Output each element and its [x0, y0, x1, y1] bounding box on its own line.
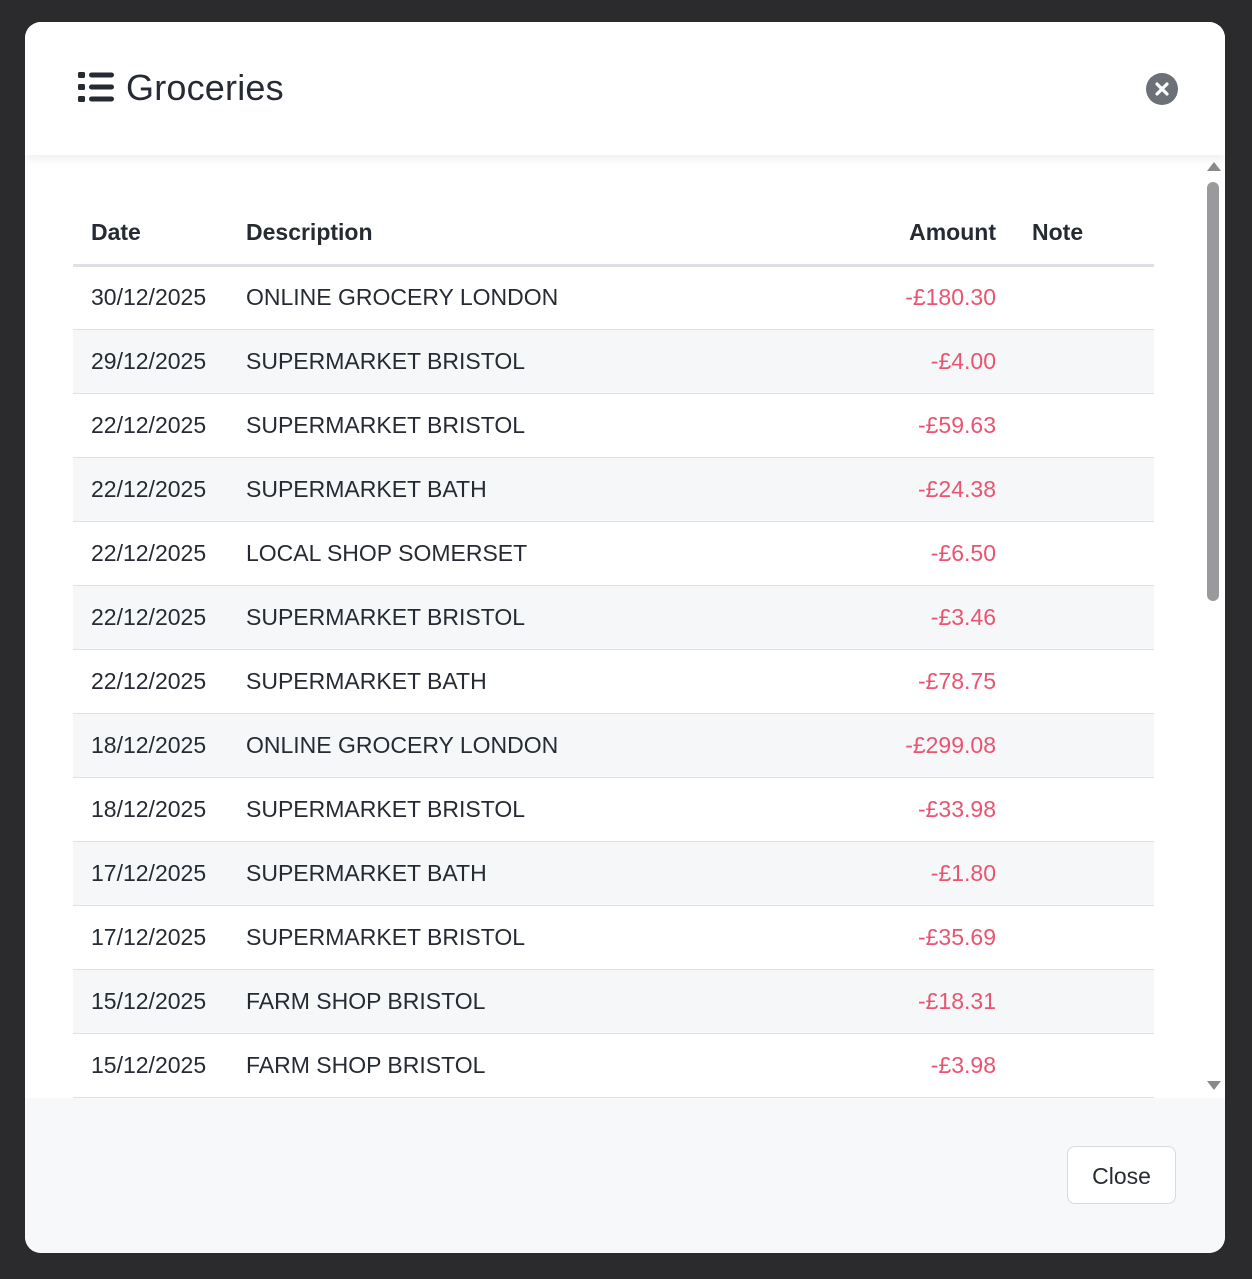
- scroll-up-arrow-icon[interactable]: [1207, 162, 1221, 171]
- amount-cell: -£33.98: [838, 777, 1014, 842]
- description-cell: SUPERMARKET BATH: [228, 457, 838, 522]
- date-cell: 29/12/2025: [73, 329, 228, 394]
- date-cell: 18/12/2025: [73, 713, 228, 778]
- transactions-table: Date Description Amount Note 30/12/2025 …: [73, 201, 1154, 1098]
- amount-cell: -£24.38: [838, 457, 1014, 522]
- table-row: 22/12/2025 LOCAL SHOP SOMERSET -£6.50: [73, 521, 1154, 586]
- amount-cell: -£18.31: [838, 969, 1014, 1034]
- table-row: 30/12/2025 ONLINE GROCERY LONDON -£180.3…: [73, 265, 1154, 330]
- note-cell: [1014, 777, 1154, 842]
- amount-cell: -£59.63: [838, 393, 1014, 458]
- close-button[interactable]: Close: [1067, 1146, 1176, 1204]
- note-cell: [1014, 393, 1154, 458]
- table-row: 17/12/2025 SUPERMARKET BATH -£1.80: [73, 841, 1154, 906]
- description-cell: SUPERMARKET BRISTOL: [228, 777, 838, 842]
- modal-title: Groceries: [126, 67, 284, 108]
- amount-cell: -£3.98: [838, 1033, 1014, 1098]
- description-cell: LOCAL SHOP SOMERSET: [228, 521, 838, 586]
- note-cell: [1014, 841, 1154, 906]
- amount-cell: -£78.75: [838, 649, 1014, 714]
- date-cell: 22/12/2025: [73, 393, 228, 458]
- modal-footer: Close: [25, 1098, 1225, 1253]
- note-cell: [1014, 905, 1154, 970]
- amount-cell: -£4.00: [838, 329, 1014, 394]
- table-row: 22/12/2025 SUPERMARKET BRISTOL -£3.46: [73, 585, 1154, 650]
- note-cell: [1014, 1033, 1154, 1098]
- vertical-scrollbar[interactable]: [1206, 162, 1222, 1090]
- table-row: 22/12/2025 SUPERMARKET BATH -£24.38: [73, 457, 1154, 522]
- table-row: 18/12/2025 SUPERMARKET BRISTOL -£33.98: [73, 777, 1154, 842]
- date-cell: 22/12/2025: [73, 649, 228, 714]
- table-row: 29/12/2025 SUPERMARKET BRISTOL -£4.00: [73, 329, 1154, 394]
- note-cell: [1014, 649, 1154, 714]
- date-cell: 22/12/2025: [73, 585, 228, 650]
- groceries-modal: Groceries Date Description Amount Note: [25, 22, 1225, 1253]
- description-cell: SUPERMARKET BATH: [228, 649, 838, 714]
- table-header-row: Date Description Amount Note: [73, 201, 1154, 267]
- note-cell: [1014, 585, 1154, 650]
- description-cell: ONLINE GROCERY LONDON: [228, 265, 838, 330]
- note-cell: [1014, 969, 1154, 1034]
- date-cell: 15/12/2025: [73, 1033, 228, 1098]
- table-row: 17/12/2025 SUPERMARKET BRISTOL -£35.69: [73, 905, 1154, 970]
- description-cell: SUPERMARKET BRISTOL: [228, 905, 838, 970]
- note-cell: [1014, 265, 1154, 330]
- amount-cell: -£3.46: [838, 585, 1014, 650]
- column-header-note: Note: [1014, 201, 1154, 267]
- column-header-amount: Amount: [838, 201, 1014, 267]
- amount-cell: -£35.69: [838, 905, 1014, 970]
- scroll-down-arrow-icon[interactable]: [1207, 1081, 1221, 1090]
- column-header-date: Date: [73, 201, 228, 267]
- modal-header: Groceries: [25, 22, 1225, 155]
- date-cell: 15/12/2025: [73, 969, 228, 1034]
- table-row: 15/12/2025 FARM SHOP BRISTOL -£18.31: [73, 969, 1154, 1034]
- amount-cell: -£180.30: [838, 265, 1014, 330]
- table-row: 22/12/2025 SUPERMARKET BATH -£78.75: [73, 649, 1154, 714]
- description-cell: ONLINE GROCERY LONDON: [228, 713, 838, 778]
- column-header-description: Description: [228, 201, 838, 267]
- amount-cell: -£1.80: [838, 841, 1014, 906]
- amount-cell: -£299.08: [838, 713, 1014, 778]
- note-cell: [1014, 521, 1154, 586]
- description-cell: FARM SHOP BRISTOL: [228, 969, 838, 1034]
- description-cell: FARM SHOP BRISTOL: [228, 1033, 838, 1098]
- date-cell: 18/12/2025: [73, 777, 228, 842]
- table-row: 18/12/2025 ONLINE GROCERY LONDON -£299.0…: [73, 713, 1154, 778]
- description-cell: SUPERMARKET BRISTOL: [228, 585, 838, 650]
- modal-body: Date Description Amount Note 30/12/2025 …: [25, 155, 1225, 1098]
- date-cell: 30/12/2025: [73, 265, 228, 330]
- table-row: 15/12/2025 FARM SHOP BRISTOL -£3.98: [73, 1033, 1154, 1098]
- list-icon: [78, 72, 114, 102]
- note-cell: [1014, 457, 1154, 522]
- description-cell: SUPERMARKET BRISTOL: [228, 329, 838, 394]
- note-cell: [1014, 329, 1154, 394]
- close-circle-icon[interactable]: [1146, 73, 1178, 105]
- note-cell: [1014, 713, 1154, 778]
- description-cell: SUPERMARKET BRISTOL: [228, 393, 838, 458]
- scroll-thumb[interactable]: [1207, 182, 1219, 601]
- date-cell: 22/12/2025: [73, 521, 228, 586]
- date-cell: 17/12/2025: [73, 841, 228, 906]
- date-cell: 17/12/2025: [73, 905, 228, 970]
- description-cell: SUPERMARKET BATH: [228, 841, 838, 906]
- table-row: 22/12/2025 SUPERMARKET BRISTOL -£59.63: [73, 393, 1154, 458]
- date-cell: 22/12/2025: [73, 457, 228, 522]
- amount-cell: -£6.50: [838, 521, 1014, 586]
